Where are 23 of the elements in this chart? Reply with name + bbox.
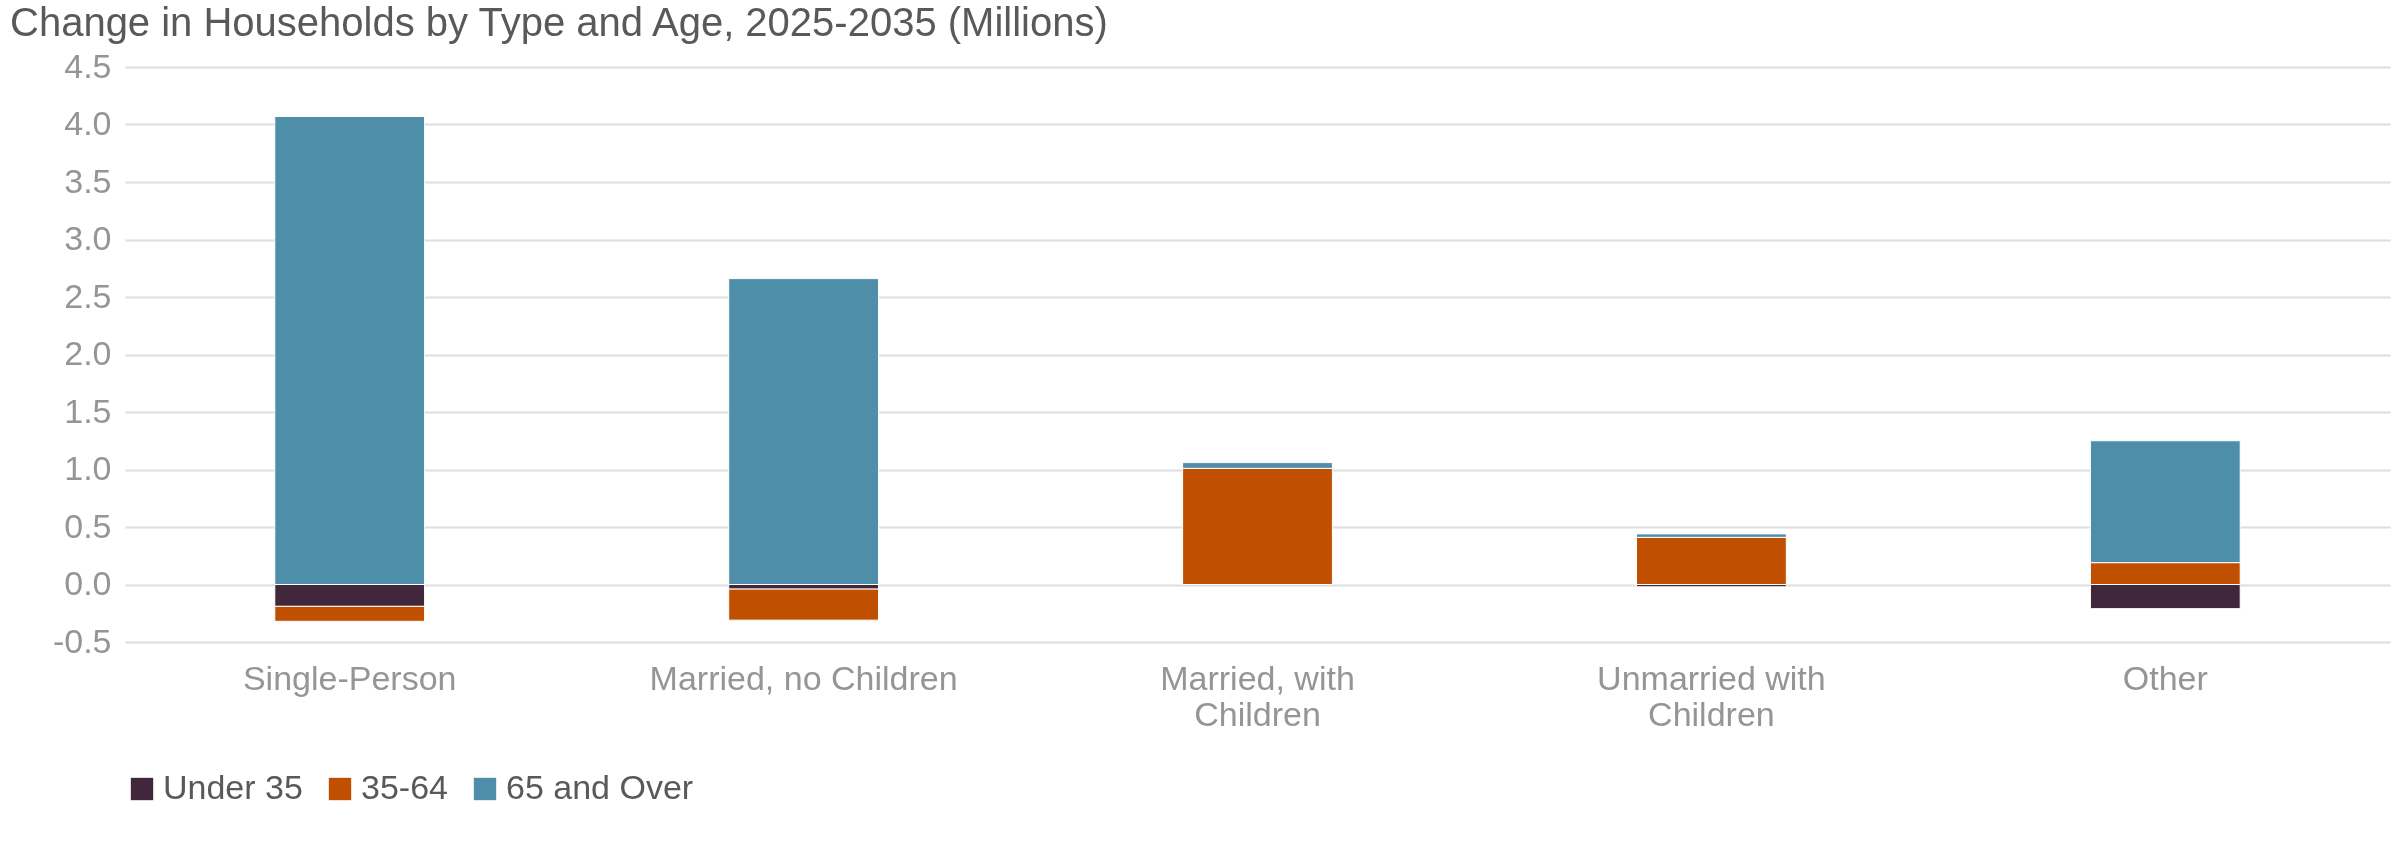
bar [1636, 536, 1787, 585]
bar [728, 278, 879, 585]
x-tick-label: Married, with Children [1160, 658, 1355, 733]
y-tick-label: 0.5 [64, 506, 112, 545]
chart-title: Change in Households by Type and Age, 2025-2035 (Millions) [10, 0, 1108, 44]
y-tick-label: 4.5 [64, 46, 112, 85]
legend-label: Under 35 [163, 768, 303, 806]
bar [728, 588, 879, 621]
y-tick-label: 3.5 [64, 161, 112, 200]
y-tick-label: 2.5 [64, 276, 112, 315]
y-tick-label: -0.5 [52, 621, 112, 660]
x-tick-label: Single-Person [242, 658, 457, 697]
y-tick-label: 4.0 [64, 104, 112, 142]
y-tick-label: 3.0 [64, 219, 112, 257]
legend-label: 35-64 [361, 768, 448, 806]
x-tick-label: Married, no Children [649, 658, 958, 697]
y-tick-label: 0.0 [64, 564, 112, 602]
x-tick-label: Other [2122, 658, 2208, 697]
legend-label: 65 and Over [506, 768, 694, 806]
y-tick-label: 1.0 [64, 449, 112, 487]
x-tick-label: Unmarried with Children [1597, 658, 1826, 733]
y-tick-label: 2.0 [64, 334, 112, 372]
y-tick-label: 1.5 [64, 391, 112, 430]
